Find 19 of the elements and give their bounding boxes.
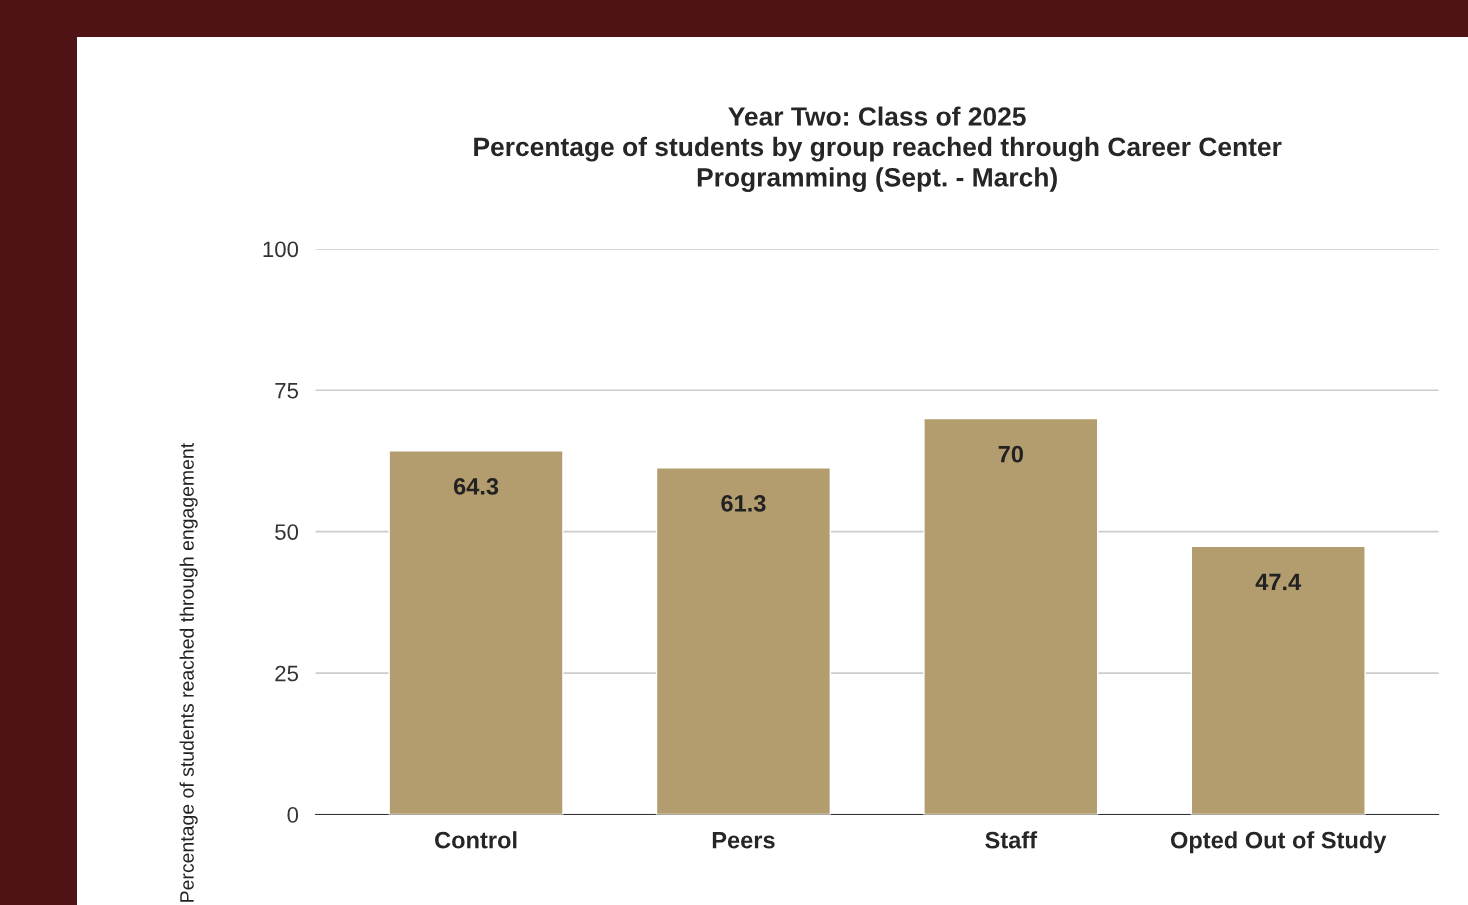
chart-title: Year Two: Class of 2025 Percentage of students by group reached through Career Center Programming (Sept. - March) [474,106,1282,192]
x-tick-label: Peers [712,832,775,849]
data-label: 70 [998,445,1023,463]
y-tick-label: 100 [263,241,299,258]
y-tick-label: 25 [275,665,299,682]
y-tick-label: 0 [287,807,299,823]
bar [1190,545,1366,815]
y-tick-label: 75 [275,383,299,399]
bar [923,417,1099,815]
data-label: 61.3 [721,495,766,512]
y-tick-label: 50 [275,524,299,540]
y-axis-title: Percentage of students reached through engagement [179,442,198,902]
bar [388,450,564,815]
x-tick-label: Opted Out of Study [1170,831,1387,854]
data-label: 64.3 [453,478,499,495]
bar [655,467,832,815]
data-label: 47.4 [1255,573,1302,591]
x-tick-label: Control [435,831,517,849]
x-tick-label: Staff [985,831,1038,849]
